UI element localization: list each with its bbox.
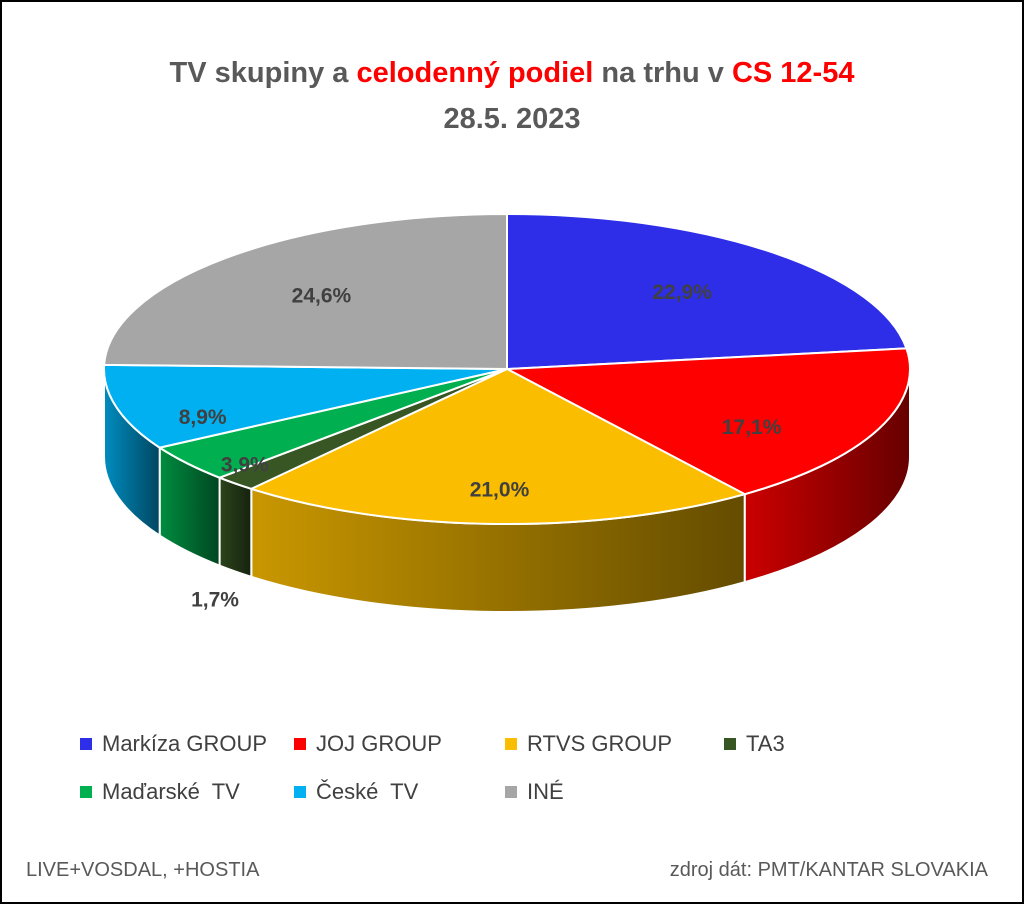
legend-label: Maďarské TV (102, 779, 240, 804)
legend-label: České TV (316, 779, 419, 804)
pie-slice-rtvs-group (248, 367, 748, 525)
data-label-rtvs-group: 21,0% (470, 478, 530, 501)
title-part-2: celodenný podiel (356, 57, 594, 89)
legend-swatch (505, 786, 517, 798)
pie-slice-ine (103, 212, 508, 371)
legend-label: JOJ GROUP (316, 731, 442, 756)
data-label-ine: 24,6% (292, 285, 352, 308)
legend-swatch (294, 738, 306, 750)
pie-slices (103, 212, 911, 525)
chart-title: TV skupiny a celodenný podiel na trhu v … (2, 50, 1022, 142)
pie-slice-joj-group (503, 347, 911, 496)
pie-slice-markiza-group (506, 212, 908, 371)
legend-item-rtvs-group: RTVS GROUP (505, 730, 672, 758)
title-part-1: TV skupiny a (169, 57, 357, 89)
pie-slice-ceske-tv (103, 363, 508, 449)
data-label-ta3: 1,7% (191, 588, 239, 611)
data-label-madarske-tv: 3,9% (221, 453, 269, 476)
legend-item-madarske-tv: Maďarské TV (80, 778, 240, 806)
legend-swatch (80, 786, 92, 798)
data-labels: 22,9% 17,1% 21,0% 1,7% 3,9% 8,9% 24,6% (179, 281, 782, 611)
legend-item-markiza-group: Markíza GROUP (80, 730, 267, 758)
source-note: zdroj dát: PMT/KANTAR SLOVAKIA (669, 859, 988, 881)
data-label-joj-group: 17,1% (722, 416, 782, 439)
legend-label: INÉ (527, 779, 564, 804)
title-part-3: na trhu v (593, 57, 732, 89)
legend-item-ceske-tv: České TV (294, 778, 418, 806)
footer-note: LIVE+VOSDAL, +HOSTIA (26, 859, 260, 881)
chart-title-line2: 28.5. 2023 (443, 103, 581, 135)
pie-side-walls (103, 368, 911, 613)
legend-label: Markíza GROUP (102, 731, 268, 756)
chart-title-line1: TV skupiny a celodenný podiel na trhu v … (2, 50, 1022, 96)
data-label-ceske-tv: 8,9% (179, 406, 227, 429)
legend-swatch (294, 786, 306, 798)
legend-swatch (80, 738, 92, 750)
title-part-4: CS 12-54 (731, 57, 855, 89)
legend-item-ta3: TA3 (724, 730, 785, 758)
legend-label: RTVS GROUP (527, 731, 673, 756)
legend-swatch (724, 738, 736, 750)
legend-label: TA3 (746, 731, 785, 756)
legend-swatch (505, 738, 517, 750)
legend-item-joj-group: JOJ GROUP (294, 730, 442, 758)
legend-item-ine: INÉ (505, 778, 564, 806)
pie-side-ta3 (218, 476, 253, 579)
data-label-markiza-group: 22,9% (652, 281, 712, 304)
